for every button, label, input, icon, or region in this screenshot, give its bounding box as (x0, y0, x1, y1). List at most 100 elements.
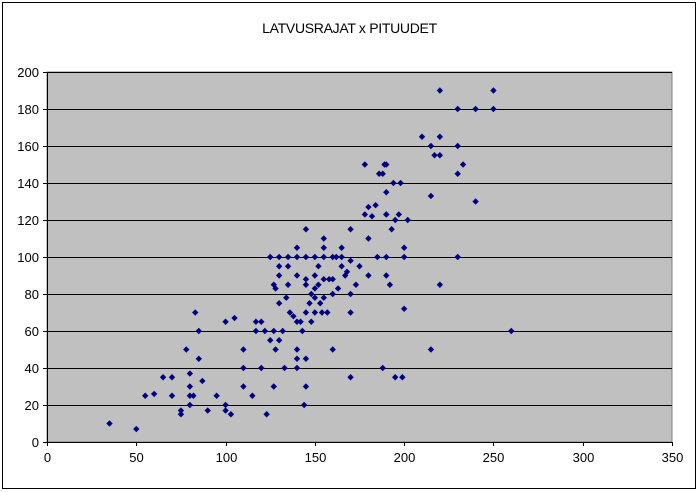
data-point (297, 318, 304, 325)
data-point (252, 318, 260, 325)
data-point (343, 268, 351, 275)
data-point (199, 377, 206, 385)
data-point (308, 318, 315, 325)
y-tick-label: 160 (17, 139, 39, 154)
data-point (240, 383, 247, 390)
data-point (308, 290, 315, 298)
data-point (365, 235, 372, 242)
y-tick-label: 120 (17, 213, 39, 228)
data-point (249, 392, 256, 399)
data-point (400, 305, 408, 312)
data-point (383, 253, 390, 261)
data-point (293, 253, 301, 261)
data-point (347, 290, 354, 298)
data-point (375, 170, 383, 177)
data-point (240, 346, 247, 353)
data-point (302, 226, 310, 233)
data-point (293, 272, 301, 279)
data-point (133, 425, 140, 433)
y-tick-label: 200 (17, 65, 39, 80)
y-tick-label: 60 (25, 324, 39, 339)
data-point (311, 272, 319, 279)
data-point (293, 318, 301, 325)
y-tick-label: 180 (17, 102, 39, 117)
data-point (186, 392, 194, 399)
data-point (508, 327, 515, 335)
data-point (329, 290, 336, 298)
data-point (436, 133, 444, 140)
data-point (284, 281, 292, 288)
data-point (222, 407, 229, 414)
data-point (472, 105, 479, 113)
data-point (192, 309, 199, 316)
data-point (338, 263, 345, 270)
data-point (374, 253, 381, 261)
data-point (258, 364, 265, 372)
data-points (106, 87, 515, 433)
data-point (427, 346, 435, 353)
data-point (390, 179, 397, 187)
data-point (388, 226, 395, 233)
data-point (275, 337, 283, 344)
x-tick-label: 50 (129, 450, 143, 465)
data-point (320, 294, 327, 301)
data-point (436, 87, 444, 94)
data-point (436, 152, 444, 159)
data-point (177, 411, 185, 418)
data-point (365, 272, 372, 279)
data-point (204, 407, 211, 414)
data-point (231, 314, 238, 322)
data-point (275, 272, 283, 279)
data-point (317, 300, 324, 307)
data-point (383, 161, 390, 168)
data-point (293, 355, 301, 362)
data-point (383, 189, 390, 196)
data-point (338, 244, 345, 251)
data-point (142, 392, 149, 399)
data-point (159, 374, 167, 381)
data-point (213, 392, 220, 399)
data-point (293, 244, 301, 251)
data-point (356, 263, 363, 270)
data-point (318, 309, 326, 316)
data-point (454, 105, 461, 113)
data-point (270, 383, 277, 390)
data-point (306, 300, 313, 307)
data-point (261, 327, 269, 335)
data-point (472, 198, 479, 205)
data-point (329, 346, 336, 353)
x-tick-label: 250 (483, 450, 505, 465)
data-point (427, 142, 435, 150)
data-point (168, 374, 176, 381)
data-point (293, 364, 301, 372)
data-point (302, 276, 310, 283)
x-tick-label: 150 (305, 450, 327, 465)
data-point (311, 309, 319, 316)
data-point (454, 170, 461, 177)
axes: 0 20 40 60 80 100 120 140 160 180 200 0 50 100 150 200 2… (17, 65, 683, 465)
data-point (279, 327, 286, 335)
data-point (311, 253, 319, 261)
data-point (267, 337, 274, 344)
data-point (186, 401, 194, 409)
data-point (302, 281, 310, 288)
y-tick-label: 100 (17, 250, 39, 265)
data-point (454, 142, 461, 150)
data-point (386, 281, 394, 288)
data-point (459, 161, 467, 168)
data-point (270, 327, 277, 335)
data-point (490, 87, 497, 94)
data-point (227, 411, 235, 418)
y-tick-label: 40 (25, 361, 39, 376)
data-point (324, 309, 331, 316)
data-point (290, 313, 297, 320)
data-point (258, 318, 265, 325)
data-point (150, 390, 158, 398)
data-point (299, 327, 306, 335)
x-tick-label: 0 (44, 450, 51, 465)
data-point (281, 364, 288, 372)
data-point (183, 346, 190, 353)
data-point (275, 263, 283, 270)
data-point (333, 253, 340, 261)
